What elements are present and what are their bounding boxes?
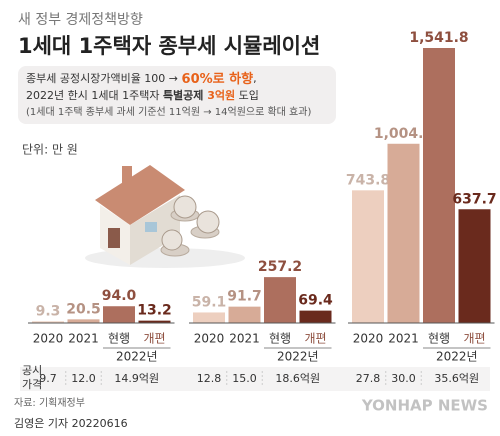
unit-label: 단위: 만 원 [22,143,78,157]
price-row [20,367,490,391]
value-label: 59.1 [192,294,227,310]
value-label: 1,004.9 [374,126,433,142]
bar [458,209,491,323]
price-title: 가격 [22,378,42,391]
x-tick-label: 현행 [428,331,450,346]
price-label: 27.8 [356,372,381,385]
x-tick-label: 2020 [33,332,64,346]
bar [423,48,455,323]
x-tick-label: 2021 [68,332,99,346]
price-label: 9.7 [39,372,57,385]
year-label: 2022년 [436,350,478,364]
bar [138,320,171,323]
price-label: 14.9억원 [114,372,159,385]
value-label: 743.8 [346,172,390,188]
note-line: 종부세 공정시장가액비율 100 → 60%로 하향, [26,71,257,87]
price-label: 35.6억원 [434,372,479,385]
bar [352,190,384,323]
price-title: 공시 [22,364,42,377]
bar [387,143,420,323]
x-tick-label: 2020 [194,332,225,346]
price-label: 15.0 [232,372,257,385]
note-box [18,66,336,124]
price-label: 12.0 [71,372,96,385]
x-tick-label: 개편 [463,332,485,346]
value-label: 94.0 [102,288,137,304]
x-tick-label: 개편 [304,332,326,346]
bar [103,306,135,323]
value-label: 69.4 [298,293,333,309]
price-label: 12.8 [197,372,222,385]
kicker: 새 정부 경제정책방향 [18,12,143,28]
source: 자료: 기획재정부 [14,397,85,409]
bar [299,310,332,323]
x-tick-label: 2021 [388,332,419,346]
watermark: YONHAP NEWS [361,397,488,415]
x-tick-label: 2020 [353,332,384,346]
value-label: 20.5 [66,301,101,317]
bar [67,319,100,323]
price-label: 18.6억원 [275,372,320,385]
price-label: 30.0 [391,372,416,385]
house-illustration [85,165,245,268]
value-label: 1,541.8 [409,30,468,46]
x-tick-label: 현행 [108,331,130,346]
note-line: (1세대 1주택 종부세 과세 기준선 11억원 → 14억원으로 확대 효과) [26,106,311,118]
value-label: 13.2 [137,303,172,319]
value-label: 9.3 [36,303,61,319]
value-label: 257.2 [258,259,302,275]
x-tick-label: 현행 [269,331,291,346]
bar [193,312,225,323]
value-label: 91.7 [227,289,262,305]
bar [264,277,296,323]
year-label: 2022년 [116,350,158,364]
year-label: 2022년 [277,350,319,364]
byline: 김영은 기자 20220616 [14,417,128,430]
x-tick-label: 2021 [229,332,260,346]
value-label: 637.7 [452,191,496,207]
bar [228,306,261,323]
note-line: 2022년 한시 1세대 1주택자 특별공제 3억원 도입 [26,88,259,102]
chart-title: 1세대 1주택자 종부세 시뮬레이션 [18,34,320,58]
x-tick-label: 개편 [143,332,165,346]
bar [32,321,64,323]
